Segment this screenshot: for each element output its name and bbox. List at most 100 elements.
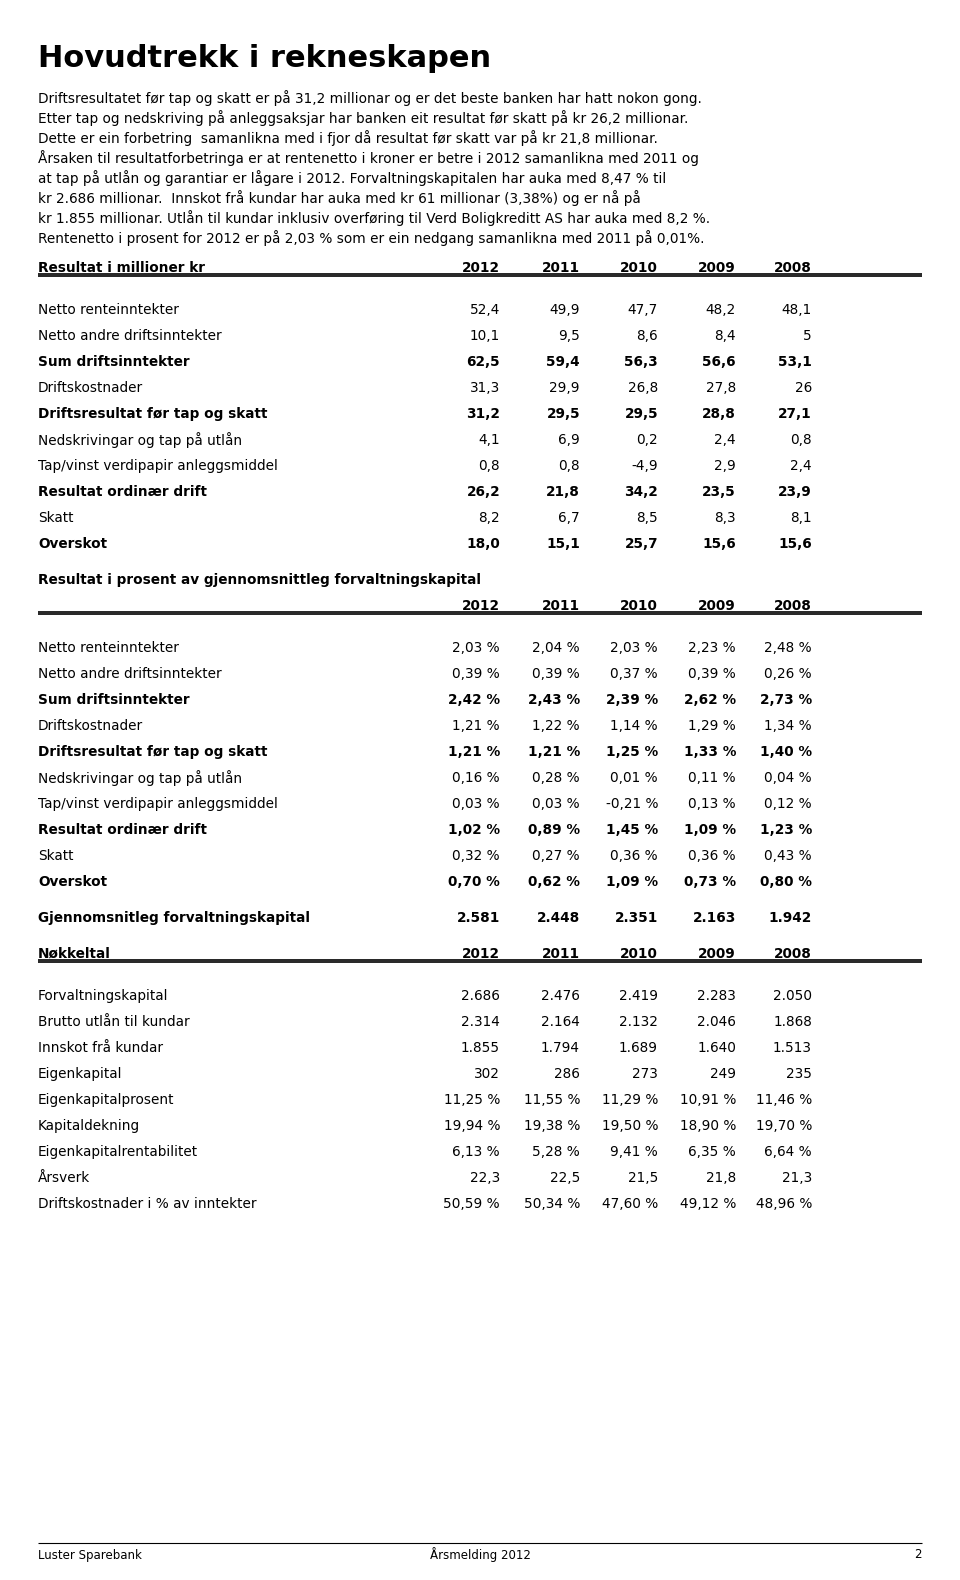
Text: 2.476: 2.476 (541, 989, 580, 1003)
Text: 6,13 %: 6,13 % (452, 1146, 500, 1160)
Text: 19,94 %: 19,94 % (444, 1119, 500, 1133)
Text: 8,4: 8,4 (714, 329, 736, 343)
Text: 1,45 %: 1,45 % (606, 823, 658, 837)
Text: 2,43 %: 2,43 % (528, 694, 580, 706)
Text: Netto andre driftsinntekter: Netto andre driftsinntekter (38, 667, 222, 681)
Text: Sum driftsinntekter: Sum driftsinntekter (38, 356, 190, 370)
Text: 2009: 2009 (698, 946, 736, 961)
Text: Netto renteinntekter: Netto renteinntekter (38, 303, 179, 318)
Text: 0,13 %: 0,13 % (688, 796, 736, 811)
Text: Kapitaldekning: Kapitaldekning (38, 1119, 140, 1133)
Text: Skatt: Skatt (38, 510, 74, 525)
Text: Driftsresultatet før tap og skatt er på 31,2 millionar og er det beste banken ha: Driftsresultatet før tap og skatt er på … (38, 90, 702, 106)
Text: 0,8: 0,8 (478, 460, 500, 472)
Text: 34,2: 34,2 (624, 485, 658, 499)
Text: 0,43 %: 0,43 % (764, 848, 812, 863)
Text: 2,42 %: 2,42 % (448, 694, 500, 706)
Text: 1,14 %: 1,14 % (611, 719, 658, 733)
Text: 6,9: 6,9 (559, 433, 580, 447)
Text: 0,37 %: 0,37 % (611, 667, 658, 681)
Text: Eigenkapitalprosent: Eigenkapitalprosent (38, 1093, 175, 1108)
Text: Årsverk: Årsverk (38, 1171, 90, 1185)
Text: Resultat i millioner kr: Resultat i millioner kr (38, 261, 205, 275)
Text: 21,8: 21,8 (706, 1171, 736, 1185)
Text: 2: 2 (915, 1548, 922, 1561)
Text: 0,03 %: 0,03 % (533, 796, 580, 811)
Text: 56,6: 56,6 (703, 356, 736, 370)
Text: 10,91 %: 10,91 % (680, 1093, 736, 1108)
Text: 48,96 %: 48,96 % (756, 1198, 812, 1210)
Text: 48,2: 48,2 (706, 303, 736, 318)
Text: 31,3: 31,3 (469, 381, 500, 395)
Text: 2.314: 2.314 (461, 1014, 500, 1029)
Text: 6,35 %: 6,35 % (688, 1146, 736, 1160)
Text: 62,5: 62,5 (467, 356, 500, 370)
Text: 2.132: 2.132 (619, 1014, 658, 1029)
Text: Eigenkapitalrentabilitet: Eigenkapitalrentabilitet (38, 1146, 198, 1160)
Text: Brutto utlån til kundar: Brutto utlån til kundar (38, 1014, 190, 1029)
Text: 2011: 2011 (541, 946, 580, 961)
Text: 2010: 2010 (620, 261, 658, 275)
Text: 2008: 2008 (774, 599, 812, 613)
Text: 1,09 %: 1,09 % (606, 875, 658, 890)
Text: 26,8: 26,8 (628, 381, 658, 395)
Text: 5,28 %: 5,28 % (532, 1146, 580, 1160)
Text: 50,59 %: 50,59 % (444, 1198, 500, 1210)
Text: 2,48 %: 2,48 % (764, 641, 812, 656)
Text: kr 1.855 millionar. Utlån til kundar inklusiv overføring til Verd Boligkreditt A: kr 1.855 millionar. Utlån til kundar ink… (38, 210, 710, 226)
Text: 8,3: 8,3 (714, 510, 736, 525)
Text: 1.868: 1.868 (773, 1014, 812, 1029)
Text: 0,8: 0,8 (559, 460, 580, 472)
Text: Overskot: Overskot (38, 537, 108, 551)
Text: 50,34 %: 50,34 % (523, 1198, 580, 1210)
Text: 2,23 %: 2,23 % (688, 641, 736, 656)
Text: 21,5: 21,5 (628, 1171, 658, 1185)
Text: 0,62 %: 0,62 % (528, 875, 580, 890)
Text: 2.164: 2.164 (541, 1014, 580, 1029)
Text: 48,1: 48,1 (781, 303, 812, 318)
Text: 0,80 %: 0,80 % (760, 875, 812, 890)
Text: 25,7: 25,7 (624, 537, 658, 551)
Text: 6,7: 6,7 (559, 510, 580, 525)
Text: 0,16 %: 0,16 % (452, 771, 500, 785)
Text: 6,64 %: 6,64 % (764, 1146, 812, 1160)
Text: 1,09 %: 1,09 % (684, 823, 736, 837)
Text: 1,34 %: 1,34 % (764, 719, 812, 733)
Text: Innskot frå kundar: Innskot frå kundar (38, 1041, 163, 1055)
Text: 23,9: 23,9 (779, 485, 812, 499)
Text: 18,0: 18,0 (467, 537, 500, 551)
Text: Forvaltningskapital: Forvaltningskapital (38, 989, 169, 1003)
Text: Netto renteinntekter: Netto renteinntekter (38, 641, 179, 656)
Text: 22,5: 22,5 (550, 1171, 580, 1185)
Text: 19,50 %: 19,50 % (602, 1119, 658, 1133)
Text: 0,03 %: 0,03 % (452, 796, 500, 811)
Text: 2.046: 2.046 (697, 1014, 736, 1029)
Text: Overskot: Overskot (38, 875, 108, 890)
Text: 1,21 %: 1,21 % (452, 719, 500, 733)
Text: 59,4: 59,4 (546, 356, 580, 370)
Text: Driftskostnader: Driftskostnader (38, 719, 143, 733)
Text: 0,11 %: 0,11 % (688, 771, 736, 785)
Text: 8,2: 8,2 (478, 510, 500, 525)
Text: Driftskostnader i % av inntekter: Driftskostnader i % av inntekter (38, 1198, 256, 1210)
Text: 1,40 %: 1,40 % (760, 746, 812, 758)
Text: at tap på utlån og garantiar er lågare i 2012. Forvaltningskapitalen har auka me: at tap på utlån og garantiar er lågare i… (38, 171, 666, 186)
Text: 2011: 2011 (541, 599, 580, 613)
Text: 15,6: 15,6 (779, 537, 812, 551)
Text: 2,04 %: 2,04 % (533, 641, 580, 656)
Text: Resultat ordinær drift: Resultat ordinær drift (38, 823, 207, 837)
Text: 29,5: 29,5 (546, 408, 580, 420)
Text: 2.581: 2.581 (457, 912, 500, 924)
Text: 1.942: 1.942 (769, 912, 812, 924)
Text: 26: 26 (795, 381, 812, 395)
Text: 0,39 %: 0,39 % (532, 667, 580, 681)
Text: 2010: 2010 (620, 599, 658, 613)
Text: 2009: 2009 (698, 261, 736, 275)
Text: 2,39 %: 2,39 % (606, 694, 658, 706)
Text: 5: 5 (804, 329, 812, 343)
Text: 0,39 %: 0,39 % (452, 667, 500, 681)
Text: -0,21 %: -0,21 % (606, 796, 658, 811)
Text: 21,3: 21,3 (781, 1171, 812, 1185)
Text: Skatt: Skatt (38, 848, 74, 863)
Text: 2,73 %: 2,73 % (760, 694, 812, 706)
